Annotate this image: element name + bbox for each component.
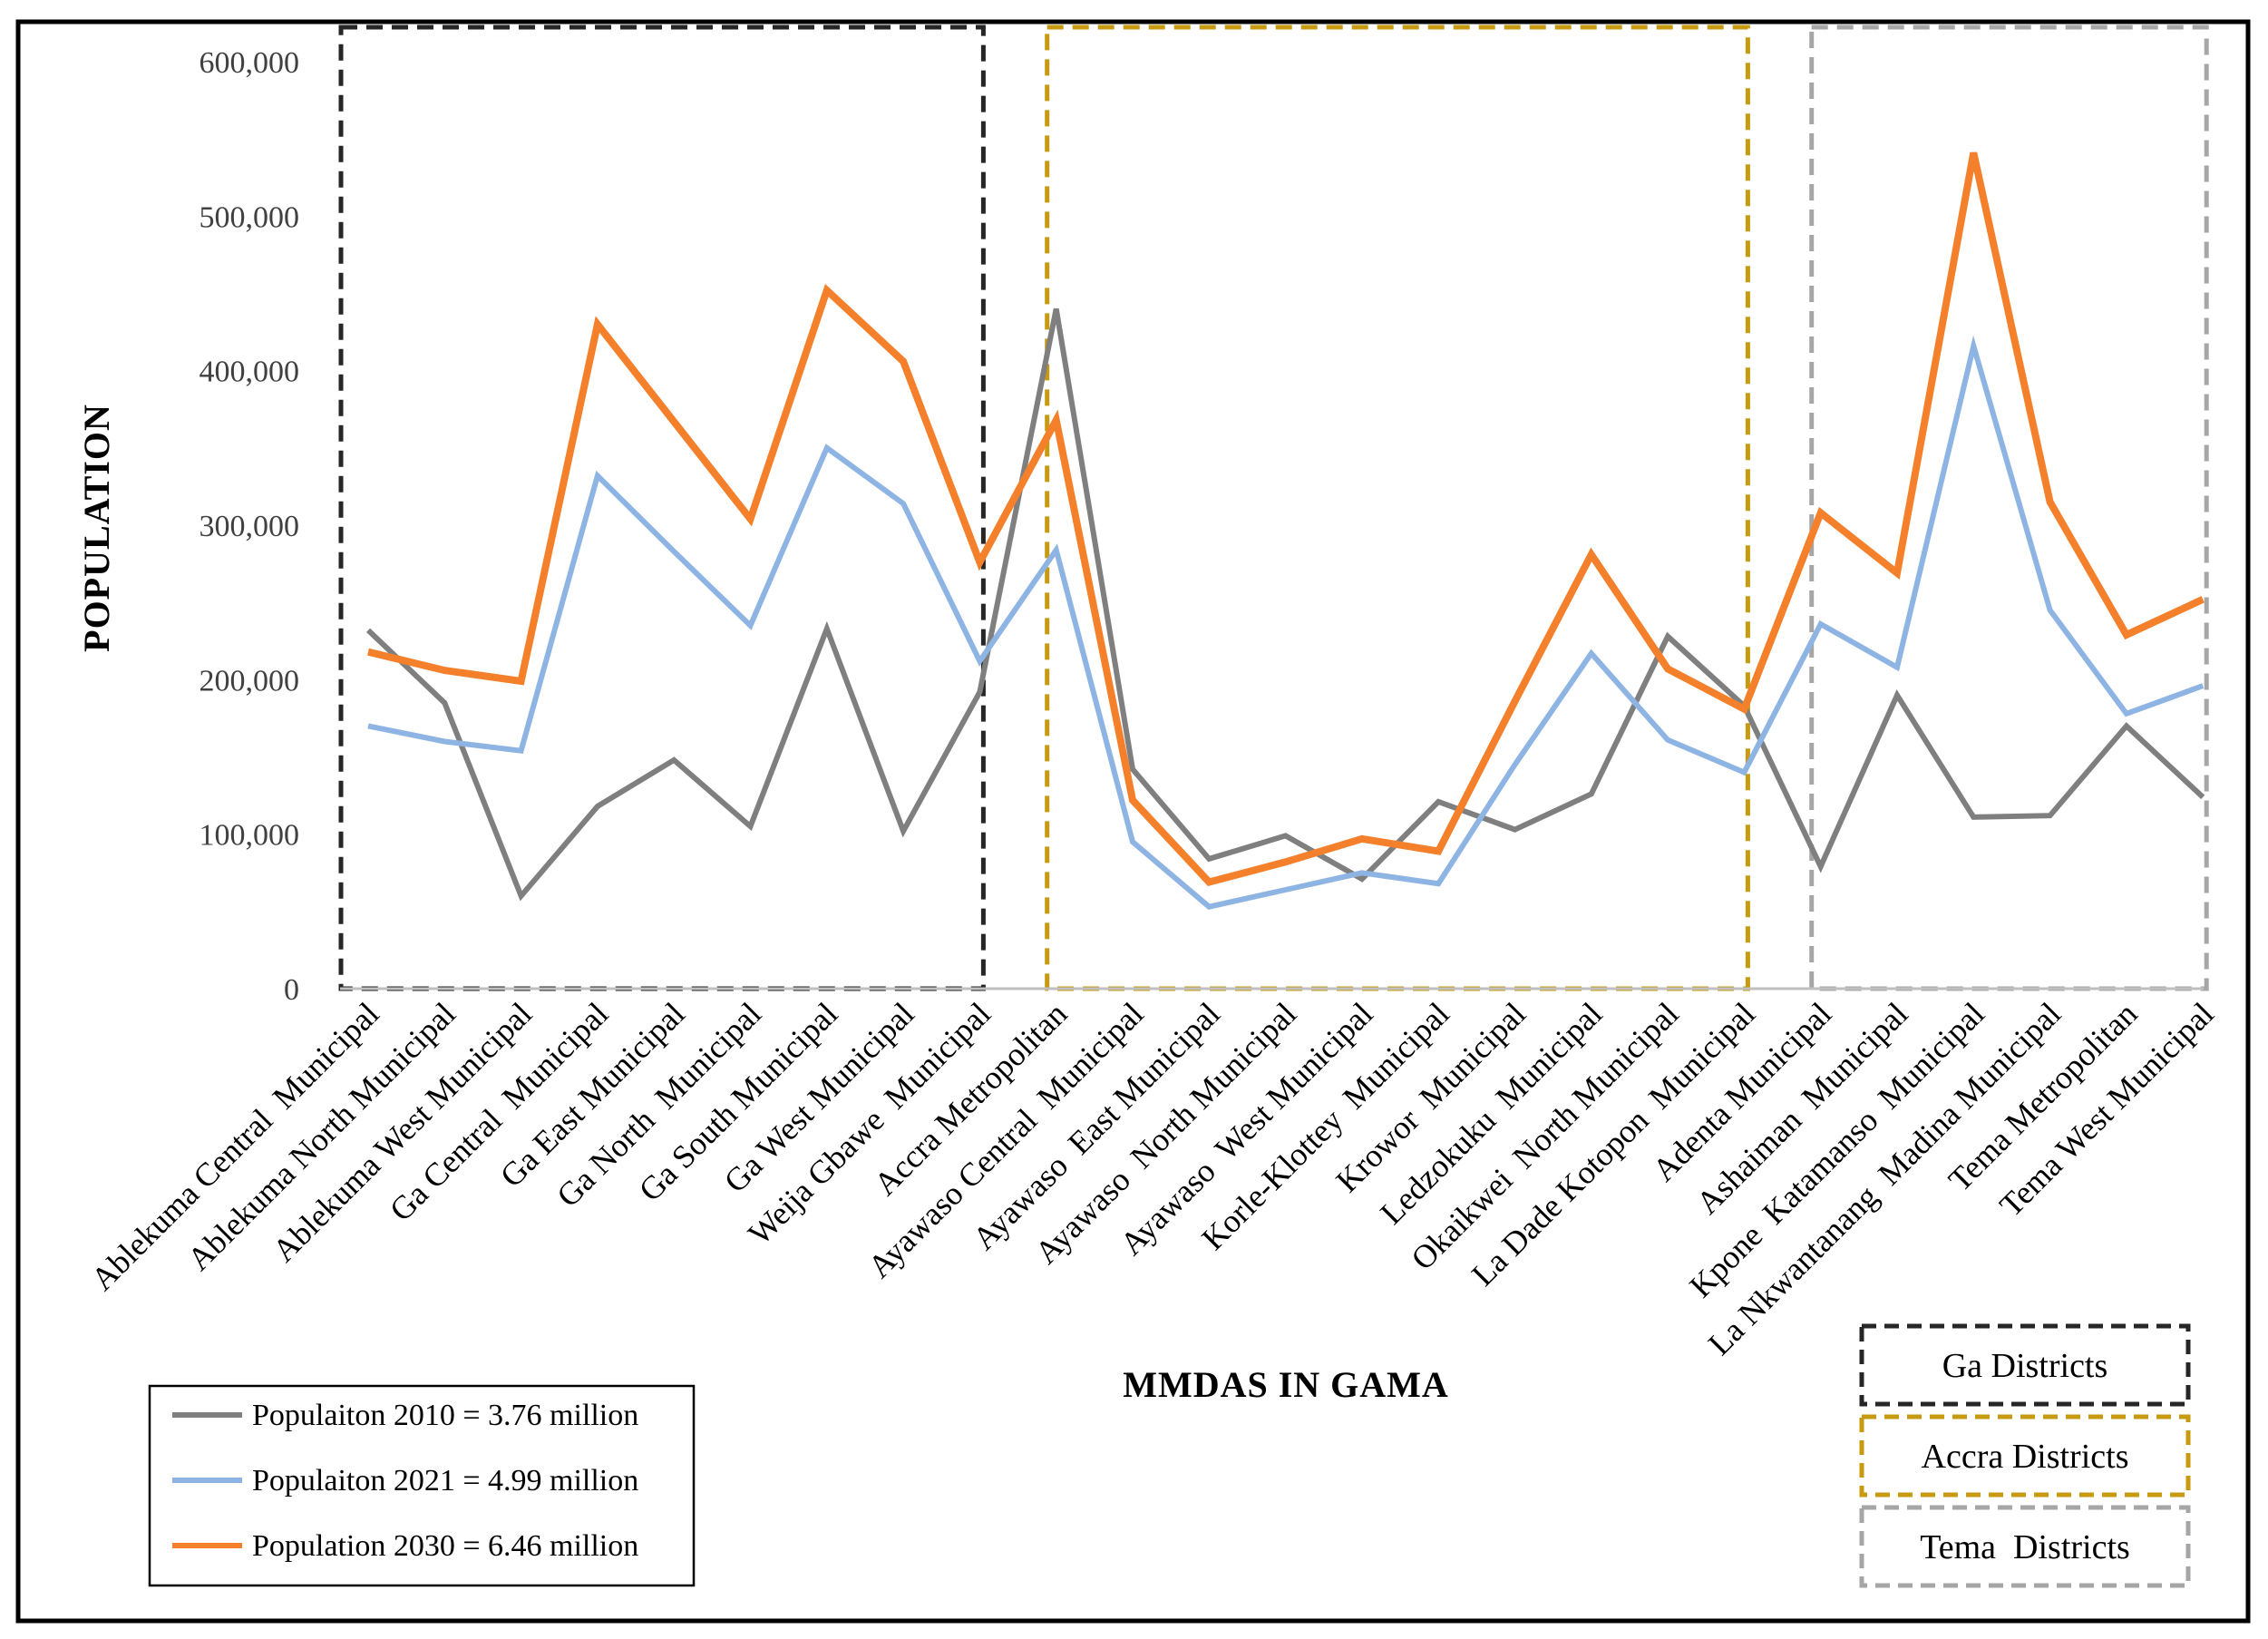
y-axis: 0 100,000 200,000 300,000 400,000 500,000 600,… bbox=[200, 46, 300, 1007]
district-legend-label: Accra Districts bbox=[1922, 1438, 2129, 1476]
y-tick-label: 400,000 bbox=[200, 356, 300, 389]
y-tick-label: 500,000 bbox=[200, 200, 300, 234]
y-tick-label: 600,000 bbox=[200, 46, 300, 80]
legend-label: Populaiton 2010 = 3.76 million bbox=[252, 1399, 638, 1432]
series-lines bbox=[365, 151, 2205, 910]
district-legend-label: Ga Districts bbox=[1942, 1347, 2108, 1385]
y-tick-label: 100,000 bbox=[200, 819, 300, 853]
legend: Populaiton 2010 = 3.76 million Populaiton… bbox=[148, 1384, 696, 1587]
y-tick-label: 200,000 bbox=[200, 664, 300, 698]
district-legend-box bbox=[1859, 1323, 2191, 1407]
y-axis-title: POPULATION bbox=[76, 404, 117, 652]
legend-label: Population 2030 = 6.46 million bbox=[252, 1529, 638, 1563]
y-tick-label: 0 bbox=[284, 973, 299, 1007]
x-axis-title: MMDAS IN GAMA bbox=[1123, 1364, 1449, 1405]
district-legend: Ga Districts Accra Districts Tema District… bbox=[1859, 1323, 2191, 1588]
district-legend-box bbox=[1859, 1505, 2191, 1588]
legend-box bbox=[148, 1384, 696, 1587]
y-tick-label: 300,000 bbox=[200, 510, 300, 543]
legend-label: Populaiton 2021 = 4.99 million bbox=[252, 1464, 638, 1498]
district-box-0 bbox=[338, 24, 986, 991]
district-legend-label: Tema Districts bbox=[1920, 1528, 2130, 1566]
district-legend-box bbox=[1859, 1414, 2191, 1498]
